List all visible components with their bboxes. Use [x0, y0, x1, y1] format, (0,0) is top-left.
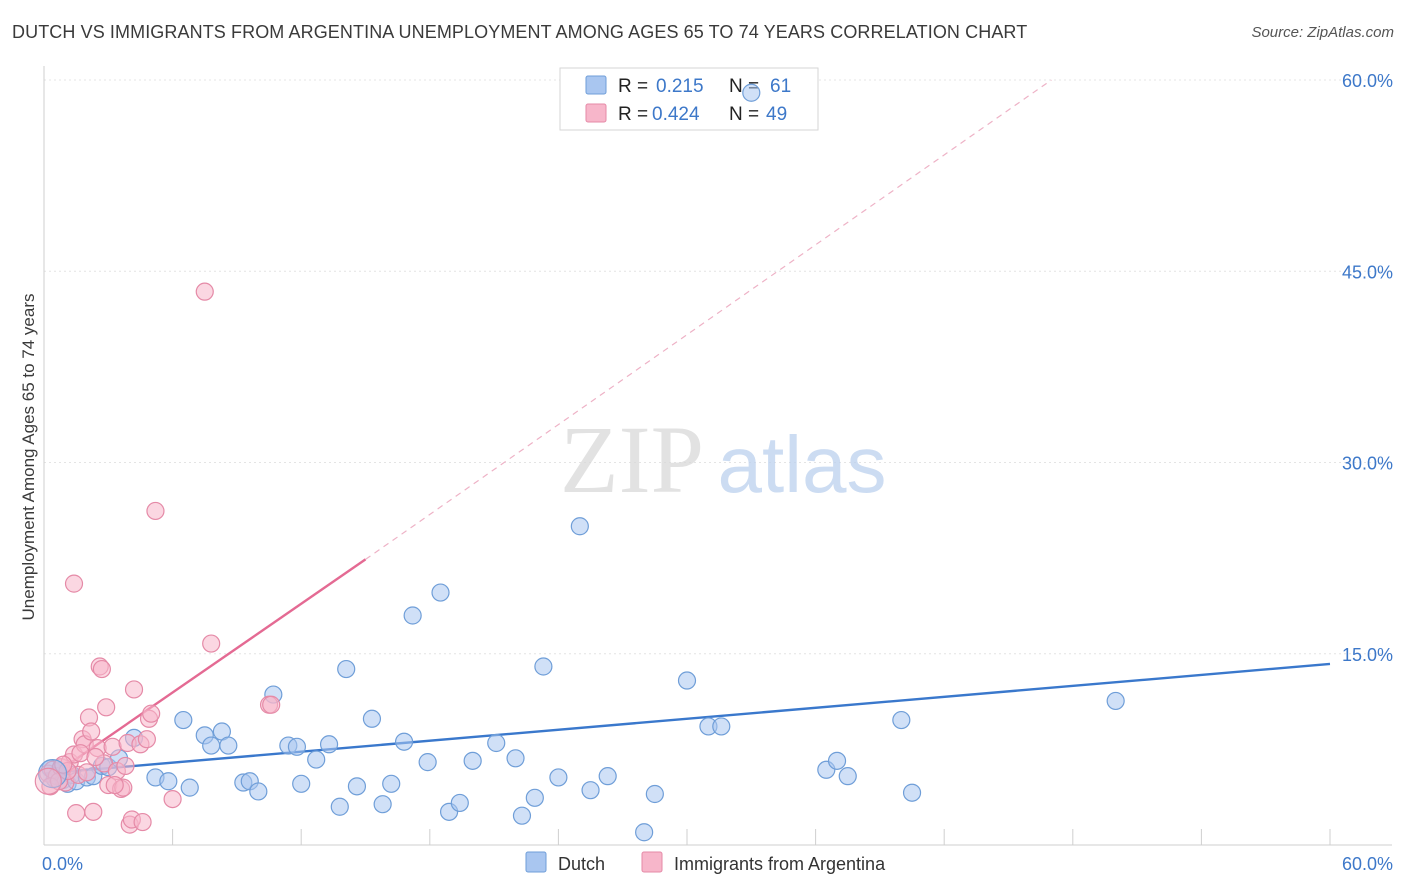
point-dutch-34 [373, 795, 392, 814]
legend-n-label-argentina: N = [729, 104, 759, 125]
point-dutch-59 [838, 767, 857, 786]
point-dutch-45 [512, 806, 532, 825]
point-argentina-39 [202, 634, 221, 653]
point-dutch-20 [219, 736, 238, 755]
point-dutch-27 [292, 774, 311, 793]
trend-extension-argentina [365, 79, 1052, 560]
legend-swatch-dutch [585, 75, 607, 95]
trend-line-dutch [43, 662, 1331, 775]
x-tick-labels: 0.0% 60.0% [42, 854, 1393, 874]
point-argentina-33 [137, 730, 156, 749]
y-tick-label-1: 30.0% [1342, 454, 1393, 474]
grid-lines [44, 79, 1392, 655]
point-dutch-51 [598, 767, 617, 786]
bottom-legend: Dutch Immigrants from Argentina [525, 851, 886, 874]
point-dutch-47 [534, 657, 553, 676]
point-argentina-26 [116, 756, 135, 776]
bottom-legend-swatch-dutch [525, 851, 547, 873]
point-dutch-36 [394, 732, 414, 751]
point-dutch-15 [174, 710, 193, 730]
y-tick-label-2: 45.0% [1342, 262, 1393, 282]
point-dutch-16 [180, 778, 199, 797]
point-dutch-56 [712, 717, 731, 736]
point-dutch-35 [382, 774, 401, 793]
point-dutch-49 [570, 517, 589, 536]
point-dutch-50 [581, 781, 600, 800]
y-tick-labels: 15.0% 30.0% 45.0% 60.0% [1342, 71, 1393, 665]
legend-r-label-dutch: R = [618, 76, 648, 97]
point-dutch-48 [549, 768, 568, 787]
point-dutch-26 [287, 737, 307, 756]
legend-r-value-argentina: 0.424 [652, 104, 700, 125]
y-tick-label-0: 15.0% [1342, 645, 1393, 665]
point-dutch-42 [463, 751, 482, 770]
point-dutch-31 [337, 659, 356, 679]
point-argentina-48 [105, 775, 124, 795]
point-dutch-32 [347, 777, 367, 796]
legend-n-value-dutch: 61 [770, 76, 791, 97]
point-dutch-52 [635, 823, 654, 842]
point-dutch-30 [330, 797, 349, 816]
point-dutch-62 [1106, 691, 1125, 711]
point-argentina-15 [84, 802, 103, 821]
data-points [34, 83, 1125, 842]
point-dutch-14 [159, 772, 178, 791]
point-dutch-28 [307, 750, 326, 769]
point-argentina-18 [92, 659, 111, 679]
y-tick-label-3: 60.0% [1342, 71, 1393, 91]
zipatlas-watermark: ZIP atlas [560, 406, 886, 513]
point-argentina-cluster [34, 767, 62, 795]
point-dutch-53 [645, 784, 664, 804]
point-argentina-46 [71, 744, 90, 763]
bottom-legend-swatch-argentina [641, 851, 663, 873]
bottom-legend-label-argentina: Immigrants from Argentina [674, 854, 886, 874]
point-dutch-41 [450, 793, 469, 813]
legend-r-value-dutch: 0.215 [656, 76, 704, 97]
point-argentina-9 [67, 804, 86, 823]
x-tick-label-0: 0.0% [42, 854, 83, 874]
point-dutch-60 [892, 710, 911, 730]
point-argentina-8 [64, 574, 84, 593]
bottom-legend-label-dutch: Dutch [558, 854, 605, 874]
point-dutch-43 [487, 733, 506, 753]
legend-r-label-argentina: R = [618, 104, 648, 125]
point-argentina-36 [146, 501, 165, 521]
point-dutch-33 [362, 709, 382, 728]
point-dutch-46 [525, 788, 544, 807]
point-argentina-32 [133, 812, 152, 832]
legend-swatch-argentina [585, 103, 607, 123]
point-dutch-18 [202, 736, 221, 755]
y-axis-label: Unemployment Among Ages 65 to 74 years [19, 294, 38, 621]
point-dutch-39 [431, 583, 450, 602]
point-argentina-12 [77, 763, 96, 782]
point-argentina-22 [103, 737, 122, 756]
point-argentina-20 [97, 698, 116, 717]
point-dutch-37 [403, 606, 422, 625]
point-dutch-38 [418, 753, 437, 772]
watermark-atlas: atlas [718, 420, 887, 509]
legend-n-value-argentina: 49 [766, 104, 787, 125]
axes [43, 66, 1392, 846]
point-argentina-35 [142, 704, 161, 723]
point-argentina-38 [195, 282, 214, 301]
point-dutch-61 [902, 783, 922, 802]
point-argentina-41 [262, 695, 281, 714]
x-tick-label-1: 60.0% [1342, 854, 1393, 874]
point-argentina-37 [163, 789, 182, 809]
chart-title: DUTCH VS IMMIGRANTS FROM ARGENTINA UNEMP… [12, 22, 1028, 42]
source-label: Source: ZipAtlas.com [1251, 24, 1394, 41]
point-argentina-30 [124, 680, 144, 699]
point-argentina-14 [82, 722, 101, 741]
point-dutch-54 [677, 671, 697, 690]
legend: R = 0.215 N = 61 R = 0.424 N = 49 [559, 67, 819, 131]
point-argentina-47 [86, 747, 105, 767]
point-dutch-44 [506, 749, 525, 768]
point-dutch-63 [742, 83, 761, 102]
watermark-zip: ZIP [560, 406, 704, 513]
point-dutch-29 [319, 735, 339, 754]
point-dutch-23 [249, 782, 268, 801]
point-dutch-58 [827, 751, 847, 770]
point-dutch-cluster [37, 758, 68, 789]
